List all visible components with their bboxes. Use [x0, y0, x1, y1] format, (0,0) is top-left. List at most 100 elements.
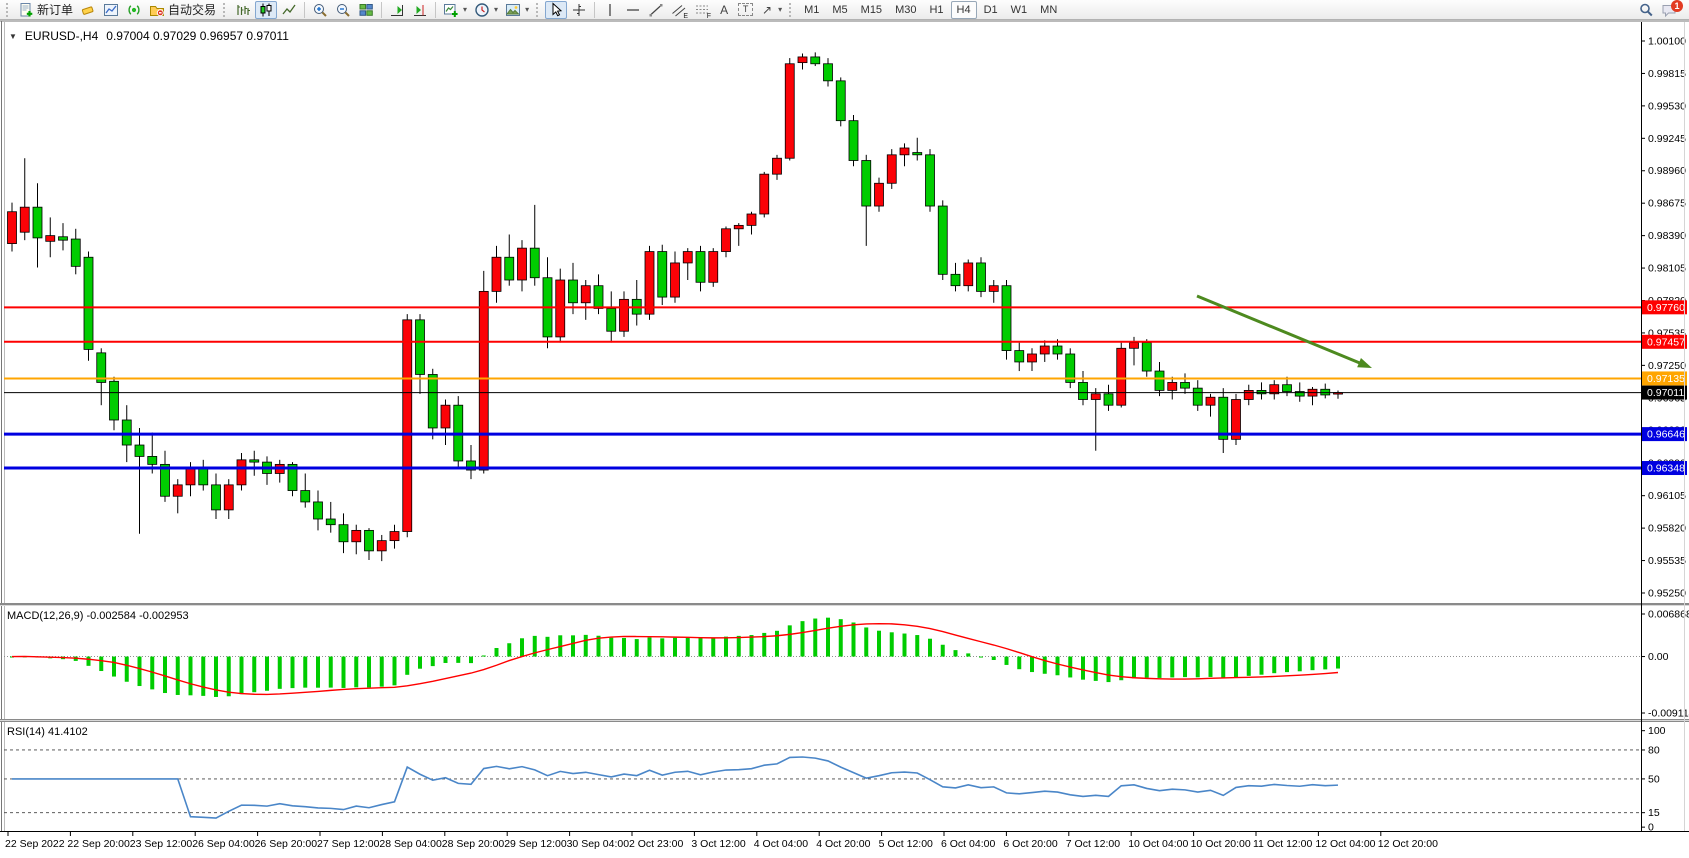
timeframe-m1-button[interactable]: M1	[798, 1, 825, 19]
main-price-panel[interactable]	[0, 22, 1641, 603]
text-label-icon: T	[738, 3, 754, 16]
toolbar-separator	[435, 1, 437, 18]
bar-chart-button[interactable]	[232, 1, 254, 19]
indicators-button[interactable]: ▾	[440, 1, 470, 19]
equidistant-channel-button[interactable]: E	[668, 1, 690, 20]
macd-histogram-bar	[1144, 656, 1149, 678]
new-chart-button[interactable]	[100, 1, 122, 19]
fibonacci-button[interactable]: F	[691, 1, 713, 20]
timeframe-m30-button[interactable]: M30	[889, 1, 922, 19]
periods-button[interactable]: ▾	[471, 1, 501, 19]
trendline-button[interactable]	[645, 1, 667, 19]
candle	[1014, 350, 1025, 363]
candle	[211, 484, 221, 511]
time-label: 6 Oct 04:00	[941, 838, 995, 850]
ohlc-readout: 0.97004 0.97029 0.96957 0.97011	[106, 29, 289, 43]
templates-button[interactable]: ▾	[502, 1, 532, 19]
timeframe-m15-button[interactable]: M15	[855, 1, 888, 19]
candle	[1180, 382, 1190, 389]
eraser-button[interactable]	[77, 1, 99, 19]
periods-dropdown-caret[interactable]: ▾	[494, 5, 499, 14]
crosshair-button[interactable]	[568, 1, 590, 19]
zoom-in-button[interactable]	[309, 1, 331, 19]
candle	[682, 251, 693, 264]
macd-histogram-bar	[1259, 656, 1264, 675]
timeframe-m5-button[interactable]: M5	[826, 1, 853, 19]
candle	[1039, 345, 1050, 355]
rsi-panel[interactable]	[0, 722, 1641, 831]
timeframe-d1-button[interactable]: D1	[978, 1, 1004, 19]
vertical-line-button[interactable]	[599, 1, 621, 19]
chart-window[interactable]: 1.00100 0.99815 0.99530 0.99245 0.98960 0.986…	[0, 20, 1689, 858]
macd-histogram-bar	[698, 638, 703, 657]
timeframe-h4-button[interactable]: H4	[950, 0, 977, 19]
toolbar-drag-handle[interactable]	[6, 2, 11, 17]
candle	[1027, 353, 1037, 363]
search-button[interactable]	[1635, 1, 1657, 19]
timeframe-h1-button[interactable]: H1	[923, 1, 949, 19]
macd-signal-line	[11, 623, 1339, 696]
candle	[300, 490, 311, 503]
candle	[874, 182, 884, 207]
macd-histogram-bar	[851, 622, 856, 657]
macd-histogram-bar	[367, 656, 371, 688]
macd-histogram-bar	[1183, 656, 1187, 678]
candle	[708, 251, 719, 283]
candle	[835, 80, 846, 122]
signals-button[interactable]	[123, 1, 145, 19]
toolbar-separator	[381, 1, 383, 18]
toolbar-drag-handle[interactable]	[536, 2, 541, 17]
indicators-dropdown-caret[interactable]: ▾	[463, 5, 468, 14]
cursor-button[interactable]	[545, 0, 568, 19]
macd-histogram-bar	[1132, 656, 1136, 679]
price-level-label-box	[1642, 300, 1687, 315]
symbol-dropdown-icon[interactable]: ▼	[9, 31, 17, 41]
timeframe-w1-button[interactable]: W1	[1005, 1, 1034, 19]
search-icon	[1640, 3, 1653, 16]
arrows-button[interactable]: ↗ ▾	[757, 1, 785, 19]
price-level-label: 0.97760	[1647, 302, 1685, 314]
time-label: 10 Oct 04:00	[1128, 838, 1188, 850]
macd-histogram-bar	[838, 619, 843, 657]
macd-histogram-bar	[1246, 656, 1251, 676]
macd-histogram-bar	[1234, 656, 1238, 678]
time-axis[interactable]	[0, 831, 1689, 858]
rsi-tick-label: 0	[1648, 822, 1654, 834]
arrows-dropdown-caret[interactable]: ▾	[778, 5, 783, 14]
time-label: 22 Sep 2022	[5, 838, 65, 850]
time-label: 23 Sep 12:00	[130, 838, 193, 850]
price-axis[interactable]	[1641, 20, 1689, 831]
macd-tick-label: 0.00	[1648, 651, 1669, 663]
toolbar-drag-handle[interactable]	[789, 2, 794, 17]
zoom-out-button[interactable]	[332, 1, 354, 19]
macd-histogram-bar	[991, 656, 996, 660]
templates-dropdown-caret[interactable]: ▾	[525, 5, 530, 14]
chart-shift-button[interactable]	[409, 1, 431, 19]
candle	[32, 206, 43, 239]
auto-scroll-button[interactable]	[386, 1, 408, 19]
candlestick-chart-button[interactable]	[255, 0, 278, 19]
rsi-label: RSI(14) 41.4102	[7, 726, 88, 738]
macd-histogram-bar	[685, 637, 690, 657]
time-label: 29 Sep 12:00	[504, 838, 567, 850]
candle	[1218, 396, 1229, 440]
macd-histogram-bar	[214, 656, 218, 697]
toolbar: 新订单 自动交易 ▾ ▾	[0, 0, 1689, 20]
horizontal-line-button[interactable]	[622, 1, 644, 19]
macd-panel[interactable]	[0, 605, 1641, 719]
text-button[interactable]: A	[714, 1, 734, 19]
text-label-button[interactable]: T	[735, 1, 756, 19]
tile-windows-button[interactable]	[355, 1, 377, 19]
auto-trading-button[interactable]: 自动交易	[146, 1, 219, 19]
macd-histogram-bar	[826, 617, 830, 657]
candle	[912, 152, 923, 156]
macd-histogram-bar	[124, 656, 129, 682]
notifications-button[interactable]: 1	[1658, 0, 1683, 19]
candle	[606, 308, 617, 332]
toolbar-drag-handle[interactable]	[223, 2, 228, 17]
line-chart-button[interactable]	[278, 1, 300, 19]
rsi-line	[12, 756, 1339, 819]
timeframe-mn-button[interactable]: MN	[1034, 1, 1063, 19]
candle	[134, 444, 145, 457]
new-order-button[interactable]: 新订单	[15, 1, 76, 19]
